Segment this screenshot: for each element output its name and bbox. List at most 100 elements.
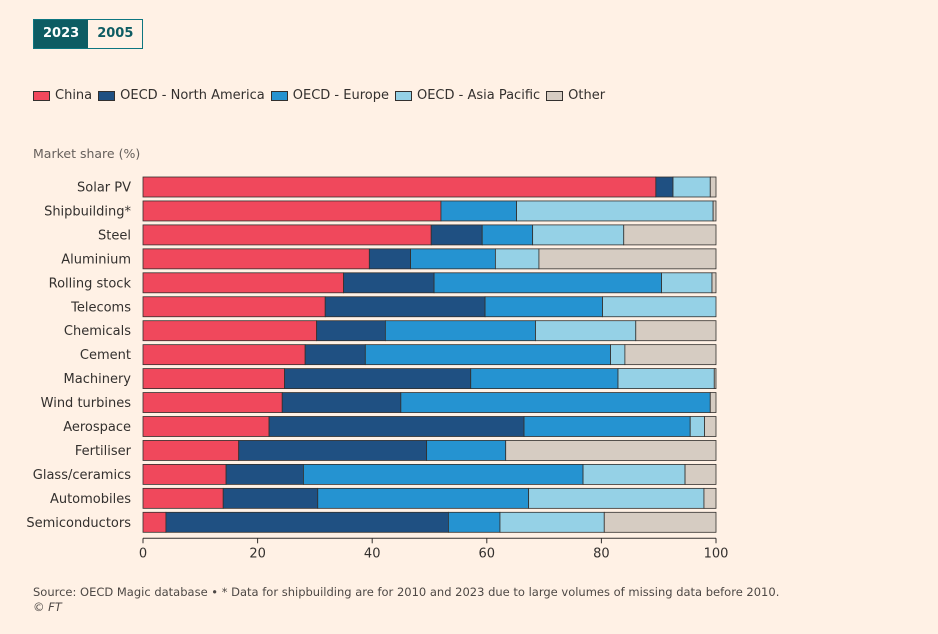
bar-segment-oecd-north-america: [165, 511, 449, 533]
bar-segment-other: [711, 272, 717, 294]
bar-segment-oecd-north-america: [284, 368, 472, 390]
credit-text: © FT: [33, 600, 62, 614]
x-tick-label: 0: [139, 546, 147, 560]
category-label: Machinery: [64, 372, 132, 387]
bar-segment-oecd-europe: [484, 296, 603, 318]
year-button-2005[interactable]: 2005: [88, 20, 143, 48]
bar-segment-oecd-north-america: [225, 463, 304, 485]
bar-segment-other: [704, 416, 717, 437]
bar-segment-oecd-north-america: [430, 224, 483, 246]
bar-segment-china: [142, 344, 306, 366]
bar-segment-oecd-north-america: [222, 487, 319, 509]
legend-swatch-oecd-north-america: [98, 90, 116, 101]
bar-segment-other: [684, 463, 717, 485]
category-label: Automobiles: [50, 492, 131, 507]
bar-segment-oecd-europe: [470, 368, 619, 390]
bar-segment-china: [142, 416, 270, 437]
bar-segment-oecd-europe: [448, 511, 501, 533]
category-label: Steel: [98, 228, 131, 243]
stacked-bar-chart: Solar PV Shipbuilding* Steel Aluminium Rolli…: [26, 176, 729, 560]
x-tick-label: 20: [249, 546, 266, 560]
category-label: Wind turbines: [41, 396, 132, 411]
bar-segment-oecd-asia-pacific: [582, 463, 686, 485]
bar-segment-oecd-north-america: [343, 272, 435, 294]
bar-segment-oecd-europe: [426, 440, 507, 461]
bar-segment-oecd-asia-pacific: [499, 511, 605, 533]
category-label: Glass/ceramics: [33, 468, 131, 483]
category-label: Rolling stock: [49, 276, 132, 291]
legend-swatch-china: [33, 90, 50, 101]
bar-segment-china: [142, 224, 432, 246]
legend-label-oecd-north-america: OECD - North America: [120, 88, 265, 103]
bar-segment-oecd-north-america: [655, 176, 674, 198]
legend-item-oecd-europe: OECD - Europe: [270, 88, 389, 103]
legend-label-oecd-asia-pacific: OECD - Asia Pacific: [416, 88, 541, 103]
bar-segment-oecd-europe: [317, 487, 530, 509]
x-tick-label: 80: [593, 546, 610, 560]
legend-swatch-oecd-europe: [270, 90, 288, 101]
x-tick-label: 100: [704, 546, 729, 560]
bar-segment-oecd-asia-pacific: [661, 272, 713, 294]
source-note: Source: OECD Magic database • * Data for…: [33, 585, 779, 615]
bar-segment-china: [142, 176, 657, 198]
year-toggle[interactable]: 2023 2005: [33, 19, 144, 49]
bar-segment-oecd-asia-pacific: [494, 248, 540, 270]
bar-segment-china: [142, 296, 326, 318]
bar-segment-oecd-north-america: [368, 248, 411, 270]
bar-segment-oecd-north-america: [324, 296, 486, 318]
bar-segment-oecd-europe: [440, 200, 517, 222]
category-label: Aerospace: [63, 420, 131, 435]
bar-segment-china: [142, 511, 167, 533]
bar-segment-oecd-asia-pacific: [617, 368, 715, 390]
category-label: Cement: [80, 348, 131, 363]
bar-segment-china: [142, 368, 285, 390]
bar-segment-oecd-europe: [364, 344, 611, 366]
bar-segment-oecd-europe: [523, 416, 691, 437]
bar-segment-other: [709, 176, 717, 198]
category-label: Chemicals: [64, 324, 131, 339]
category-label: Fertiliser: [75, 444, 132, 459]
bar-segment-other: [703, 487, 717, 509]
bar-segment-china: [142, 487, 224, 509]
bar-segment-oecd-north-america: [238, 440, 428, 461]
bar-segment-china: [142, 392, 283, 413]
source-text: Source: OECD Magic database • * Data for…: [33, 585, 780, 599]
bar-segment-oecd-asia-pacific: [672, 176, 711, 198]
bar-segment-other: [712, 200, 717, 222]
bar-segment-oecd-europe: [400, 392, 711, 413]
bar-segment-oecd-europe: [481, 224, 534, 246]
bar-segment-oecd-europe: [410, 248, 496, 270]
bar-segment-oecd-asia-pacific: [516, 200, 714, 222]
bar-segment-other: [603, 511, 717, 533]
bar-segment-oecd-europe: [433, 272, 662, 294]
legend-label-oecd-europe: OECD - Europe: [292, 88, 389, 103]
bar-segment-oecd-asia-pacific: [535, 320, 637, 342]
category-label: Solar PV: [77, 181, 131, 196]
legend-swatch-other: [546, 90, 564, 101]
bar-segment-other: [538, 248, 717, 270]
bar-segment-oecd-north-america: [281, 392, 402, 413]
legend-item-china: China: [33, 88, 92, 103]
bar-segment-oecd-asia-pacific: [610, 344, 626, 366]
bar-segment-other: [709, 392, 717, 413]
legend-swatch-oecd-asia-pacific: [394, 90, 412, 101]
legend-item-other: Other: [546, 88, 605, 103]
bar-segment-other: [505, 440, 717, 461]
legend-label-other: Other: [568, 88, 606, 103]
year-button-2023[interactable]: 2023: [34, 20, 89, 48]
bar-segment-oecd-asia-pacific: [528, 487, 705, 509]
bar-segment-other: [624, 344, 717, 366]
bar-segment-oecd-europe: [303, 463, 584, 485]
bar-segment-oecd-north-america: [316, 320, 386, 342]
category-label: Semiconductors: [26, 516, 131, 531]
x-tick-label: 60: [479, 546, 496, 560]
bar-segment-oecd-north-america: [304, 344, 366, 366]
bar-segment-other: [635, 320, 717, 342]
bar-segment-oecd-europe: [384, 320, 536, 342]
legend-item-oecd-north-america: OECD - North America: [98, 88, 265, 103]
bar-segment-other: [623, 224, 717, 246]
bar-segment-oecd-asia-pacific: [602, 296, 717, 318]
bar-segment-oecd-north-america: [268, 416, 525, 437]
bar-segment-oecd-asia-pacific: [689, 416, 705, 437]
bar-segment-china: [142, 463, 227, 485]
